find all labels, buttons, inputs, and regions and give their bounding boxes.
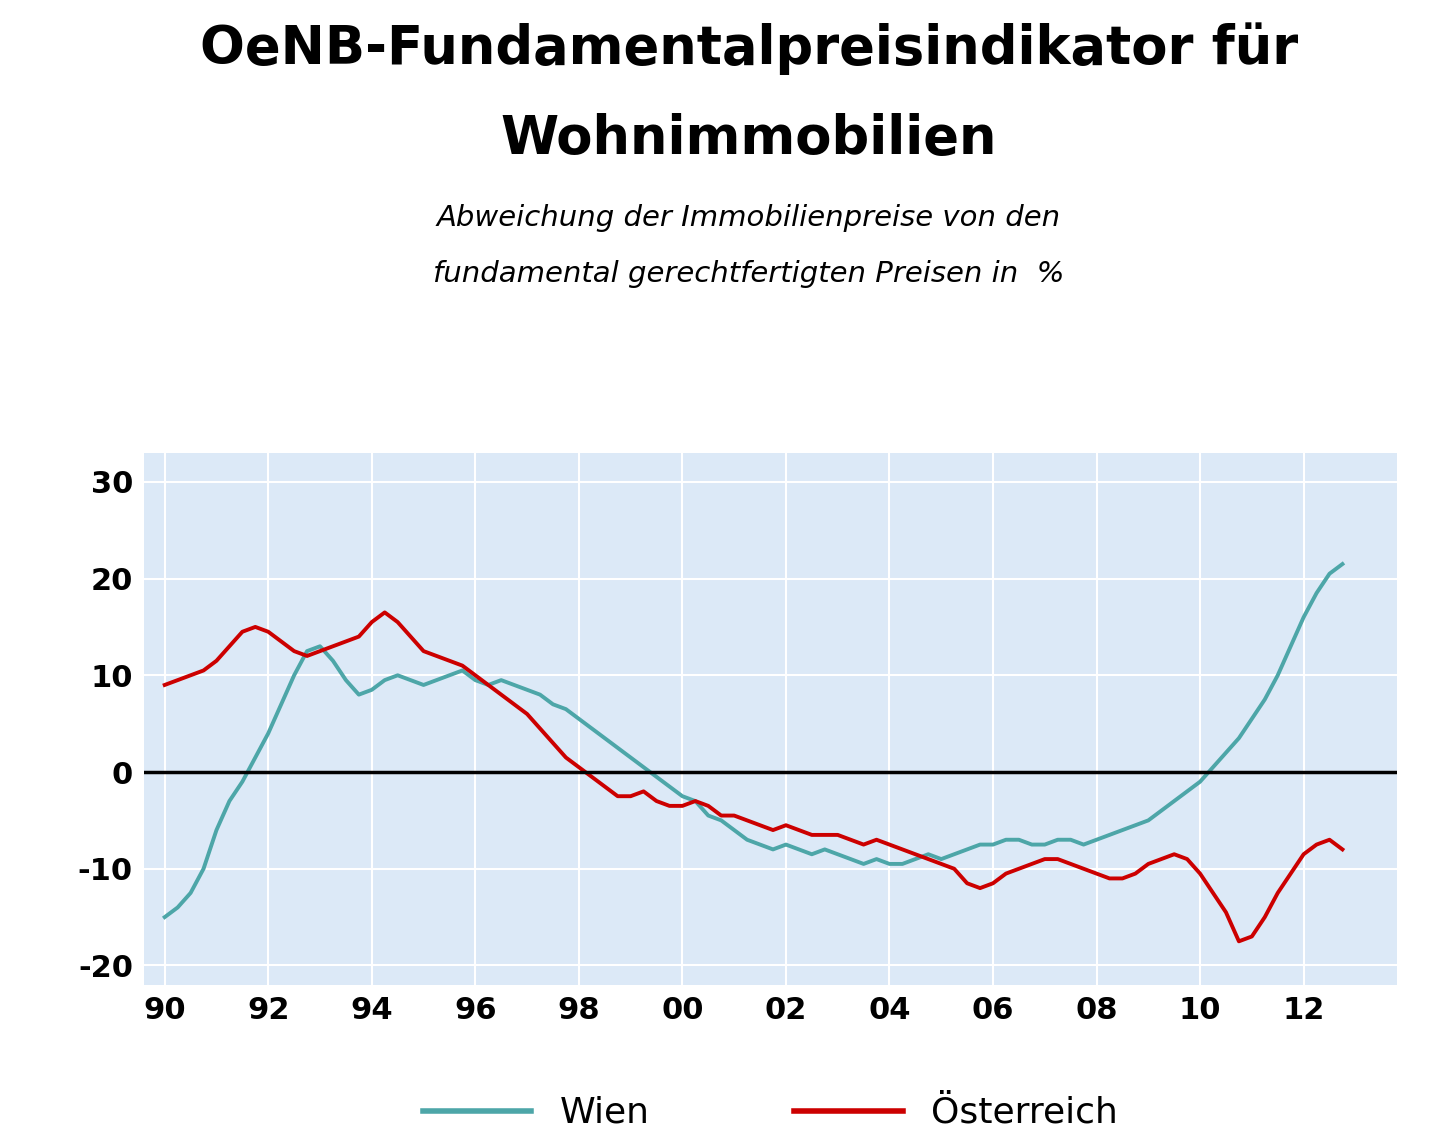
Österreich — [1230, 935, 1247, 949]
Österreich — [1087, 867, 1104, 881]
Österreich — [1152, 852, 1169, 866]
Österreich — [1100, 872, 1117, 885]
Text: fundamental gerechtfertigten Preisen in  %: fundamental gerechtfertigten Preisen in … — [433, 260, 1064, 289]
Österreich — [868, 833, 886, 847]
Österreich — [1333, 842, 1351, 856]
Wien — [1024, 838, 1041, 851]
Text: OeNB-Fundamentalpreisindikator für: OeNB-Fundamentalpreisindikator für — [200, 23, 1297, 76]
Wien — [1333, 557, 1351, 571]
Text: Wohnimmobilien: Wohnimmobilien — [501, 113, 996, 165]
Line: Österreich: Österreich — [164, 612, 1342, 942]
Text: Abweichung der Immobilienpreise von den: Abweichung der Immobilienpreise von den — [436, 204, 1061, 232]
Österreich — [156, 678, 173, 692]
Legend: Wien, Österreich: Wien, Österreich — [405, 1078, 1136, 1132]
Wien — [855, 857, 873, 871]
Line: Wien: Wien — [164, 564, 1342, 917]
Wien — [1076, 838, 1093, 851]
Österreich — [1037, 852, 1054, 866]
Österreich — [376, 606, 393, 619]
Österreich — [1113, 872, 1130, 885]
Wien — [1139, 814, 1156, 827]
Wien — [1100, 829, 1117, 842]
Wien — [156, 910, 173, 924]
Wien — [1087, 833, 1104, 847]
